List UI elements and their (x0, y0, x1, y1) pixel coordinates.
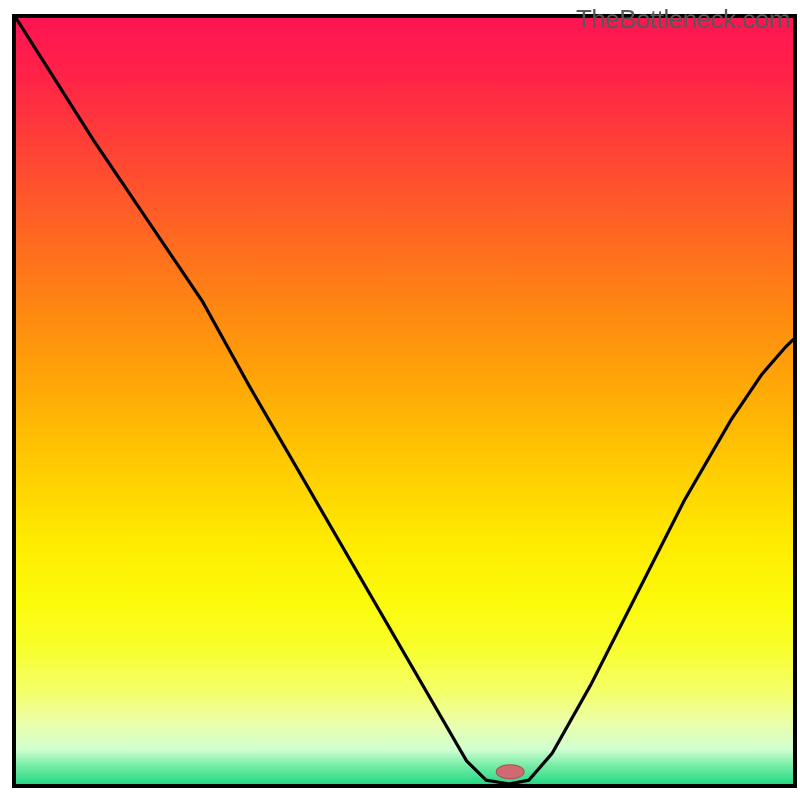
optimum-marker (496, 765, 524, 779)
chart-container: TheBottleneck.com (0, 0, 800, 800)
bottleneck-chart (0, 0, 800, 800)
watermark-text: TheBottleneck.com (576, 4, 790, 35)
plot-background (16, 18, 793, 784)
